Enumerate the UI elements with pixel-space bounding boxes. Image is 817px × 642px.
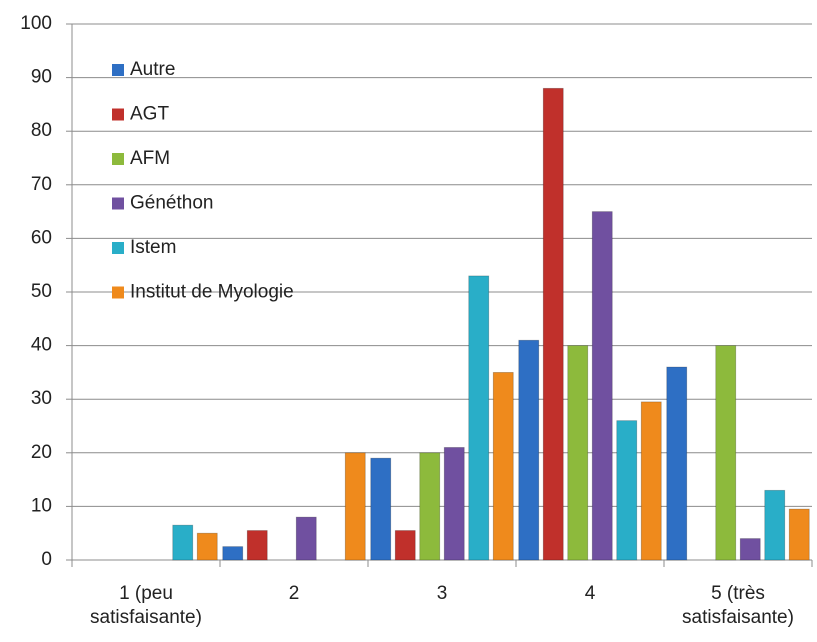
bar (419, 452, 441, 561)
x-tick-label: 1 (peu satisfaisante) (90, 583, 202, 628)
bar (370, 457, 392, 561)
bar (246, 530, 268, 561)
legend-label: Autre (130, 59, 175, 80)
y-tick-label: 40 (31, 335, 52, 356)
y-tick-label: 70 (31, 174, 52, 195)
bar (591, 211, 613, 561)
legend-label: Institut de Myologie (130, 282, 294, 303)
legend-label: Istem (130, 237, 176, 258)
bar (344, 452, 366, 561)
bar (715, 345, 737, 561)
legend-swatch (112, 64, 124, 76)
bar (172, 524, 194, 561)
bar (468, 275, 490, 561)
bar (542, 87, 564, 561)
legend-swatch (112, 153, 124, 165)
bar (788, 508, 810, 561)
x-tick-label: 5 (très satisfaisante) (682, 583, 794, 628)
legend-swatch (112, 108, 124, 121)
x-tick-label: 3 (436, 583, 448, 604)
y-tick-label: 100 (20, 13, 52, 34)
y-tick-label: 0 (41, 549, 52, 570)
x-tick-label: 4 (584, 583, 596, 604)
legend-swatch (112, 242, 124, 254)
bar (222, 546, 244, 561)
bar (764, 489, 786, 561)
y-tick-label: 20 (31, 442, 52, 463)
legend-label: Généthon (130, 193, 213, 214)
x-tick-label: 2 (288, 583, 300, 604)
legend-swatch (112, 286, 124, 299)
y-tick-label: 50 (31, 281, 52, 302)
legend-label: AFM (130, 148, 170, 169)
bar (492, 371, 514, 561)
y-tick-label: 10 (31, 495, 52, 516)
y-tick-label: 30 (31, 388, 52, 409)
legend-swatch (112, 197, 124, 210)
bar (295, 516, 317, 561)
y-tick-label: 80 (31, 120, 52, 141)
bar (739, 538, 761, 561)
legend-label: AGT (130, 104, 169, 125)
bar (567, 345, 589, 561)
y-tick-label: 90 (31, 67, 52, 88)
bar (443, 447, 465, 561)
y-tick-label: 60 (31, 227, 52, 248)
bar (394, 530, 416, 561)
bar (196, 532, 218, 561)
bar (616, 420, 638, 561)
bar (518, 339, 540, 561)
bar (666, 366, 688, 561)
bar (640, 401, 662, 561)
